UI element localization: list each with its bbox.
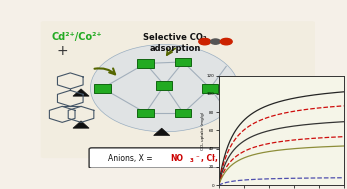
Text: ⁻: ⁻ <box>238 155 242 161</box>
Circle shape <box>211 39 220 44</box>
Text: , Br: , Br <box>215 153 230 163</box>
Text: , I: , I <box>232 153 240 163</box>
Y-axis label: CO₂ uptake (mg/g): CO₂ uptake (mg/g) <box>201 111 205 150</box>
Polygon shape <box>240 121 256 128</box>
Text: Selective CO₂
adsorption: Selective CO₂ adsorption <box>143 33 207 53</box>
Polygon shape <box>154 128 170 136</box>
Text: , Cl: , Cl <box>201 153 214 163</box>
FancyBboxPatch shape <box>156 81 172 90</box>
FancyBboxPatch shape <box>89 148 256 168</box>
FancyBboxPatch shape <box>175 108 191 117</box>
Text: +: + <box>57 44 68 58</box>
FancyBboxPatch shape <box>94 84 111 93</box>
Circle shape <box>220 38 232 45</box>
Polygon shape <box>240 89 256 96</box>
Text: ⁻: ⁻ <box>211 155 215 161</box>
FancyBboxPatch shape <box>41 21 315 158</box>
Text: NO: NO <box>170 153 183 163</box>
Polygon shape <box>73 89 89 96</box>
FancyBboxPatch shape <box>202 84 218 93</box>
Text: 3: 3 <box>190 158 194 163</box>
Text: ⁻: ⁻ <box>228 155 231 161</box>
Text: ⁻: ⁻ <box>195 155 199 161</box>
FancyBboxPatch shape <box>137 108 154 117</box>
Circle shape <box>199 38 211 45</box>
FancyBboxPatch shape <box>137 59 154 68</box>
Ellipse shape <box>91 45 238 132</box>
FancyBboxPatch shape <box>175 58 191 66</box>
Text: Cd²⁺/Co²⁺: Cd²⁺/Co²⁺ <box>51 32 102 42</box>
Text: Anions, X =: Anions, X = <box>108 153 155 163</box>
Polygon shape <box>73 121 89 128</box>
